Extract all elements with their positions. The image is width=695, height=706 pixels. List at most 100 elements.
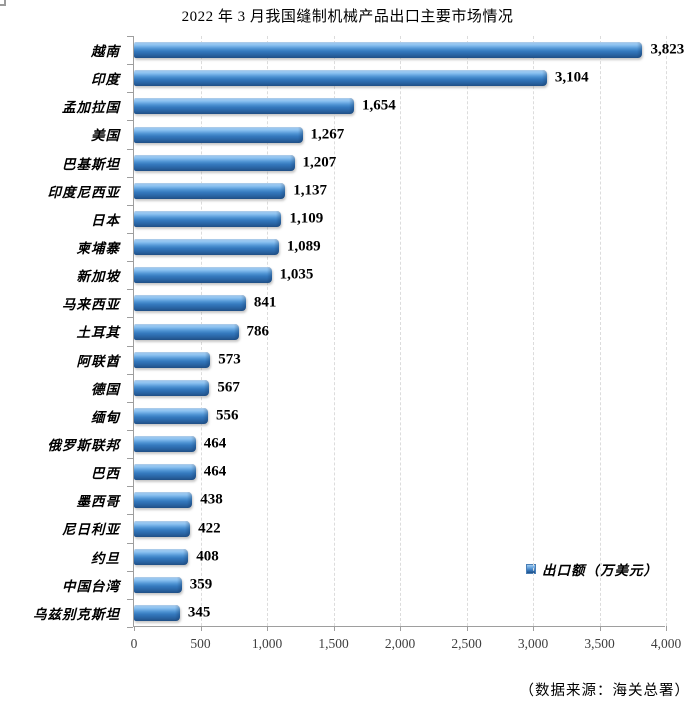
value-label: 786 <box>246 323 270 339</box>
x-axis-tick-label: 3,500 <box>584 636 615 651</box>
value-label: 1,089 <box>286 238 321 255</box>
y-axis-tick <box>127 289 133 291</box>
y-axis-tick <box>127 486 133 488</box>
value-label: 1,109 <box>289 210 324 227</box>
gridline <box>267 36 268 626</box>
y-axis-tick <box>127 92 133 94</box>
value-label: 1,137 <box>293 182 327 199</box>
x-axis-tick <box>599 626 601 631</box>
x-axis-tick-label: 3,000 <box>517 636 549 651</box>
gridline <box>466 36 468 626</box>
x-axis-tick <box>333 626 335 631</box>
value-label: 1,035 <box>279 266 314 283</box>
x-axis-tick <box>267 626 268 631</box>
source-note: （数据来源：海关总署） <box>519 683 690 699</box>
category-label: 约旦 <box>91 550 120 566</box>
value-label: 1,267 <box>310 126 345 142</box>
category-label: 尼日利亚 <box>62 522 120 538</box>
y-axis-tick <box>127 261 133 263</box>
category-label: 墨西哥 <box>76 494 120 510</box>
category-label: 柬埔寨 <box>76 241 120 257</box>
value-label: 464 <box>203 435 227 452</box>
bar-乌兹别克斯坦 <box>134 604 180 621</box>
bar-缅甸 <box>134 407 208 424</box>
category-label: 印度尼西亚 <box>47 184 120 200</box>
value-label: 422 <box>198 520 221 536</box>
bar-孟加拉国 <box>134 98 354 115</box>
x-axis-tick <box>200 626 202 631</box>
y-axis-tick <box>127 36 133 37</box>
value-label: 408 <box>196 548 219 565</box>
value-label: 1,654 <box>361 97 396 114</box>
category-label: 印度 <box>91 72 120 88</box>
chart-title: 2022 年 3 月我国缝制机械产品出口主要市场情况 <box>181 9 514 25</box>
x-axis-tick-label: 2,500 <box>451 636 482 651</box>
y-axis-tick <box>127 120 133 122</box>
category-label: 缅甸 <box>91 409 120 425</box>
category-label: 阿联酋 <box>76 353 120 369</box>
gridline <box>666 36 667 626</box>
legend-swatch-icon <box>526 564 536 574</box>
category-label: 日本 <box>91 212 120 228</box>
bar-新加坡 <box>134 267 272 284</box>
category-label: 马来西亚 <box>62 297 120 313</box>
value-label: 359 <box>189 576 213 593</box>
category-label: 俄罗斯联邦 <box>47 438 120 454</box>
x-axis-tick-label: 0 <box>130 636 138 651</box>
corner-artifact <box>0 0 6 6</box>
category-label: 巴西 <box>91 466 120 482</box>
y-axis-tick <box>127 317 133 319</box>
bar-日本 <box>134 210 282 227</box>
value-label: 573 <box>218 351 241 368</box>
bar-巴西 <box>134 464 196 481</box>
y-axis-tick <box>127 176 133 178</box>
value-label: 3,823 <box>650 41 685 58</box>
bar-印度尼西亚 <box>134 182 286 199</box>
bar-约旦 <box>134 548 189 565</box>
y-axis-tick <box>127 204 133 206</box>
bar-美国 <box>134 126 303 143</box>
category-label: 新加坡 <box>76 269 120 285</box>
category-label: 中国台湾 <box>62 578 120 594</box>
category-label: 土耳其 <box>76 325 120 341</box>
x-axis-tick-label: 1,000 <box>251 636 283 651</box>
x-axis-tick <box>400 626 401 631</box>
x-axis-tick-label: 2,000 <box>384 636 416 651</box>
category-label: 孟加拉国 <box>62 100 120 116</box>
legend: 出口额（万美元） <box>524 558 660 580</box>
bar-德国 <box>134 379 210 396</box>
y-axis-tick <box>127 542 133 544</box>
x-axis-tick-label: 500 <box>190 636 211 651</box>
y-axis-tick <box>127 64 133 66</box>
plot-area: 出口额（万美元） 3,823 3,104 1,654 1,267 1,207 1,137 1… <box>127 36 684 651</box>
x-axis-tick <box>666 626 667 631</box>
bar-柬埔寨 <box>134 239 279 256</box>
bar-阿联酋 <box>134 351 211 368</box>
y-axis-tick <box>127 373 133 375</box>
bar-中国台湾 <box>134 576 182 593</box>
bar-印度 <box>134 70 547 87</box>
gridline <box>400 36 401 626</box>
x-axis-tick <box>466 626 468 631</box>
value-label: 3,104 <box>554 69 589 86</box>
bar-巴基斯坦 <box>134 154 295 171</box>
bar-墨西哥 <box>134 492 193 509</box>
category-label: 美国 <box>91 128 120 144</box>
value-label: 567 <box>217 379 240 396</box>
y-axis-tick <box>127 233 133 234</box>
y-axis-tick <box>127 627 133 628</box>
gridline <box>333 36 335 626</box>
bar-马来西亚 <box>134 295 246 312</box>
y-axis-tick <box>127 401 133 403</box>
bar-俄罗斯联邦 <box>134 436 196 453</box>
y-axis-tick <box>127 430 133 431</box>
value-label: 345 <box>187 604 211 621</box>
y-axis-tick <box>127 570 133 572</box>
y-axis-tick <box>127 514 133 516</box>
y-axis-tick <box>127 458 133 460</box>
value-label: 556 <box>215 407 239 424</box>
category-label: 越南 <box>91 44 120 60</box>
category-label: 德国 <box>91 381 120 397</box>
x-axis-tick <box>134 626 135 631</box>
category-labels: 越南 印度 孟加拉国 美国 巴基斯坦 印度尼西亚 日本 柬埔寨 新加坡 马来西亚 土耳其 阿联酋 德国缅… <box>0 36 127 627</box>
